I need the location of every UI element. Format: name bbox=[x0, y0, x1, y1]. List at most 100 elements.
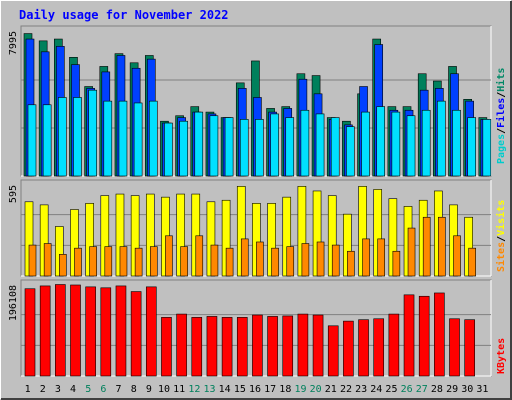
kbytes-bar bbox=[206, 316, 218, 377]
sites-bar bbox=[165, 235, 173, 277]
x-tick-label-day: 15 bbox=[234, 384, 246, 395]
sites-bar bbox=[301, 243, 310, 277]
kbytes-bar bbox=[418, 295, 430, 377]
x-tick-label-day: 2 bbox=[40, 384, 46, 395]
pages-bar bbox=[42, 104, 52, 177]
sites-bar bbox=[468, 247, 476, 277]
sites-bar bbox=[119, 246, 128, 277]
kbytes-bar bbox=[403, 294, 415, 377]
pages-bar bbox=[239, 119, 249, 177]
sites-bar bbox=[316, 241, 325, 277]
kbytes-bar bbox=[358, 319, 369, 377]
x-tick-label-day: 18 bbox=[279, 384, 291, 395]
sites-bar bbox=[28, 244, 37, 277]
top-panel-max-label: 7995 bbox=[8, 31, 19, 55]
kbytes-bar bbox=[267, 316, 278, 377]
kbytes-bar bbox=[327, 325, 339, 377]
sites-bar bbox=[134, 247, 143, 277]
kbytes-bar bbox=[145, 286, 157, 377]
x-tick-label-day: 6 bbox=[100, 384, 106, 395]
kbytes-bar bbox=[85, 286, 96, 377]
pages-bar bbox=[88, 89, 97, 177]
pages-bar bbox=[285, 117, 295, 177]
bottom-panel-max-label: 196108 bbox=[8, 285, 19, 321]
x-axis-day-labels: 1 2 3 4 5 6 7 8 9 10 11 12 13 14 15 16 17 18 19 20 21 22 23 24 2… bbox=[25, 384, 489, 395]
pages-bar bbox=[27, 104, 37, 177]
pages-bar bbox=[103, 100, 113, 177]
sites-bar bbox=[104, 246, 113, 277]
x-tick-label-day: 7 bbox=[116, 384, 122, 395]
pages-bar bbox=[255, 119, 264, 177]
x-tick-label-day: 27 bbox=[416, 384, 428, 395]
pages-bar bbox=[148, 100, 158, 177]
x-tick-label-day: 4 bbox=[70, 384, 76, 395]
pages-bar bbox=[391, 111, 401, 177]
pages-bar bbox=[118, 100, 128, 177]
kbytes-bar bbox=[236, 317, 248, 377]
kbytes-bar bbox=[464, 319, 475, 377]
pages-bar bbox=[421, 109, 431, 177]
kbytes-bar bbox=[39, 285, 51, 377]
sites-bar bbox=[195, 235, 204, 277]
sites-bar bbox=[407, 227, 416, 277]
panel-hits-files-pages: 7995 Pages/Files/Hits bbox=[8, 25, 507, 177]
kbytes-bar bbox=[373, 318, 385, 377]
x-tick-label-day: 3 bbox=[55, 384, 61, 395]
pages-bar bbox=[346, 126, 355, 177]
x-tick-label-day: 1 bbox=[25, 384, 31, 395]
pages-bar bbox=[58, 97, 67, 177]
kbytes-bar bbox=[161, 317, 172, 377]
sites-bar bbox=[453, 235, 461, 277]
kbytes-bar bbox=[252, 314, 263, 377]
x-tick-label-day: 13 bbox=[203, 384, 215, 395]
kbytes-bar bbox=[221, 317, 233, 377]
pages-bar bbox=[194, 111, 204, 177]
x-tick-label-day: 11 bbox=[173, 384, 185, 395]
kbytes-bar bbox=[297, 313, 309, 377]
pages-bar bbox=[406, 115, 416, 177]
panel-kbytes: 196108 KBytes bbox=[8, 279, 507, 377]
sites-bar bbox=[74, 247, 82, 277]
x-tick-label-day: 24 bbox=[370, 384, 382, 395]
x-tick-label-day: 28 bbox=[431, 384, 443, 395]
kbytes-bar bbox=[115, 285, 127, 377]
kbytes-bar bbox=[388, 313, 400, 377]
x-tick-label-day: 9 bbox=[146, 384, 152, 395]
pages-bar bbox=[376, 106, 386, 177]
x-tick-label-day: 10 bbox=[158, 384, 170, 395]
x-tick-label-day: 20 bbox=[310, 384, 322, 395]
top-panel-ylabel: Pages/Files/Hits bbox=[495, 68, 507, 164]
pages-bar bbox=[482, 119, 492, 177]
middle-panel-ylabel: Sites/Visits bbox=[495, 200, 507, 272]
x-tick-label-day: 12 bbox=[188, 384, 200, 395]
sites-bar bbox=[225, 247, 234, 277]
x-tick-label-day: 5 bbox=[85, 384, 91, 395]
x-tick-label-day: 19 bbox=[294, 384, 306, 395]
x-tick-label-day: 25 bbox=[385, 384, 397, 395]
kbytes-bar bbox=[434, 292, 445, 377]
x-tick-label-day: 14 bbox=[219, 384, 231, 395]
x-tick-label-day: 31 bbox=[476, 384, 488, 395]
kbytes-bar bbox=[70, 284, 81, 377]
pages-bar bbox=[179, 120, 188, 177]
middle-panel-max-label: 595 bbox=[8, 185, 19, 203]
pages-bar bbox=[300, 109, 310, 177]
sites-bar bbox=[59, 254, 67, 277]
kbytes-bar bbox=[449, 318, 460, 377]
x-tick-label-day: 22 bbox=[340, 384, 352, 395]
sites-bar bbox=[210, 244, 219, 277]
kbytes-bar bbox=[130, 291, 142, 377]
pages-bar bbox=[164, 122, 173, 177]
x-tick-label-day: 30 bbox=[461, 384, 473, 395]
chart-title: Daily usage for November 2022 bbox=[19, 8, 229, 22]
kbytes-bar bbox=[55, 284, 66, 377]
x-tick-label-day: 17 bbox=[264, 384, 276, 395]
sites-bar bbox=[331, 244, 340, 277]
pages-bar bbox=[270, 113, 279, 177]
pages-bar bbox=[224, 117, 234, 177]
kbytes-bar bbox=[312, 314, 324, 377]
pages-bar bbox=[209, 115, 219, 177]
pages-bar bbox=[437, 100, 446, 177]
x-tick-label-day: 21 bbox=[325, 384, 337, 395]
